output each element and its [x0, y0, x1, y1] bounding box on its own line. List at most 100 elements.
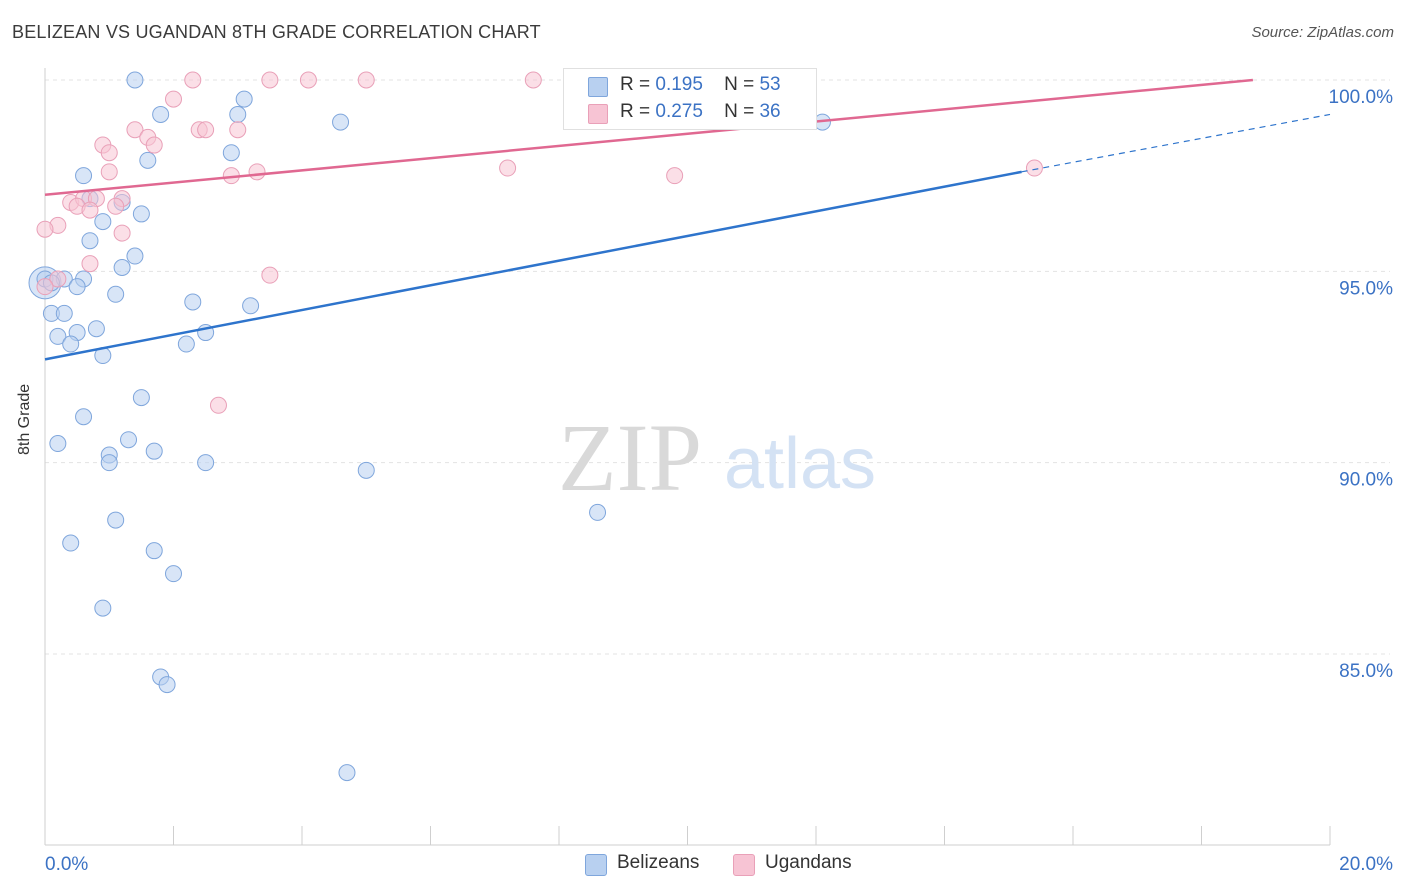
ugandans-point	[165, 90, 182, 108]
ugandans-point	[357, 71, 375, 89]
belizeans-point	[357, 461, 375, 479]
legend-r-label: R =	[620, 101, 651, 122]
belizeans-point	[107, 285, 125, 303]
belizeans-point	[152, 105, 170, 123]
ugandans-point	[36, 220, 54, 238]
ugandans-point	[524, 71, 542, 89]
ugandans-point	[666, 167, 684, 185]
belizeans-point	[132, 389, 150, 407]
correlation-legend: R = 0.195 N = 53 R = 0.275 N = 36	[563, 68, 817, 130]
watermark: ZIP atlas	[558, 404, 876, 511]
ugandans-points	[36, 71, 1043, 414]
axes	[44, 68, 1331, 846]
belizeans-point	[62, 534, 80, 552]
belizeans-point	[229, 105, 247, 123]
legend-n-label: N =	[724, 101, 755, 122]
ugandans-point	[1025, 159, 1043, 177]
belizeans-point	[75, 167, 93, 185]
legend-label-belizeans: Belizeans	[617, 852, 700, 873]
x-tick-label: 0.0%	[45, 854, 88, 875]
ugandans-point	[49, 270, 67, 288]
belizeans-point	[107, 511, 125, 529]
legend-r-value: 0.195	[655, 74, 703, 95]
belizeans-point	[68, 278, 86, 296]
belizeans-point	[158, 676, 176, 694]
ugandans-point	[81, 201, 99, 219]
belizeans-point	[145, 442, 163, 460]
belizeans-point	[197, 454, 215, 472]
legend-r-value: 0.275	[655, 101, 703, 122]
legend-swatch-pink	[733, 854, 755, 876]
belizeans-point	[49, 327, 67, 345]
legend-n-label: N =	[724, 74, 755, 95]
ugandans-point	[36, 278, 54, 296]
belizeans-point	[222, 144, 240, 162]
source-label: Source: ZipAtlas.com	[1251, 24, 1394, 41]
belizeans-point	[338, 764, 356, 782]
belizeans-point	[94, 213, 112, 231]
belizeans-point	[81, 232, 99, 250]
legend-n-value: 36	[759, 101, 781, 122]
ugandans-point	[248, 163, 266, 181]
tick-labels: 100.0% 95.0% 90.0% 85.0% 0.0% 20.0%	[45, 87, 1393, 875]
belizeans-point	[126, 247, 144, 265]
belizeans-point	[589, 503, 607, 521]
legend-r-label: R =	[620, 74, 651, 95]
belizeans-point	[49, 435, 67, 453]
legend-swatch-pink	[588, 104, 608, 124]
x-tick-label: 20.0%	[1339, 854, 1393, 875]
ugandans-point	[184, 71, 202, 89]
legend-label-ugandans: Ugandans	[765, 852, 852, 873]
y-tick-label: 85.0%	[1339, 661, 1393, 682]
ugandans-point	[499, 159, 517, 177]
ugandans-point	[126, 121, 144, 139]
belizeans-point	[235, 90, 253, 108]
ugandans-point	[81, 255, 99, 273]
y-axis-label-wrap: 8th Grade	[16, 384, 34, 455]
ugandans-point	[209, 396, 227, 414]
chart-title: BELIZEAN VS UGANDAN 8TH GRADE CORRELATIO…	[12, 22, 541, 42]
legend-n-value: 53	[759, 74, 781, 95]
y-tick-label: 95.0%	[1339, 278, 1393, 299]
belizeans-point	[177, 335, 195, 353]
belizeans-point	[126, 71, 144, 89]
belizeans-points	[28, 71, 831, 782]
belizeans-trend-extension	[1021, 113, 1331, 173]
ugandans-point	[261, 71, 279, 89]
watermark-zip: ZIP	[558, 404, 702, 511]
ugandans-trend-line	[44, 78, 1254, 197]
belizeans-point	[145, 542, 163, 560]
ugandans-point	[100, 163, 118, 181]
y-axis-label: 8th Grade	[16, 383, 33, 455]
y-tick-label: 100.0%	[1329, 87, 1394, 108]
belizeans-point	[100, 454, 118, 472]
belizeans-point	[87, 320, 105, 338]
belizeans-trend-line	[44, 170, 1022, 361]
ugandans-point	[113, 224, 131, 242]
ugandans-point	[145, 136, 163, 154]
ugandans-point	[299, 71, 317, 89]
y-tick-label: 90.0%	[1339, 470, 1393, 491]
ugandans-point	[197, 121, 215, 139]
legend-swatch-blue	[585, 854, 607, 876]
belizeans-point	[94, 599, 112, 617]
ugandans-point	[100, 144, 118, 162]
trend-lines	[44, 78, 1331, 361]
belizeans-point	[113, 259, 131, 277]
ugandans-point	[261, 266, 279, 284]
watermark-atlas: atlas	[724, 424, 876, 504]
belizeans-point	[242, 297, 260, 315]
legend-swatch-blue	[588, 77, 608, 97]
ugandans-point	[229, 121, 247, 139]
gridlines	[45, 79, 1390, 655]
ugandans-point	[107, 197, 125, 215]
belizeans-point	[332, 113, 350, 131]
belizeans-point	[184, 293, 202, 311]
belizeans-point	[132, 205, 150, 223]
belizeans-point	[75, 408, 93, 426]
belizeans-point	[165, 565, 182, 583]
belizeans-point	[120, 431, 138, 449]
belizeans-point	[55, 304, 73, 322]
belizeans-point	[139, 151, 157, 169]
